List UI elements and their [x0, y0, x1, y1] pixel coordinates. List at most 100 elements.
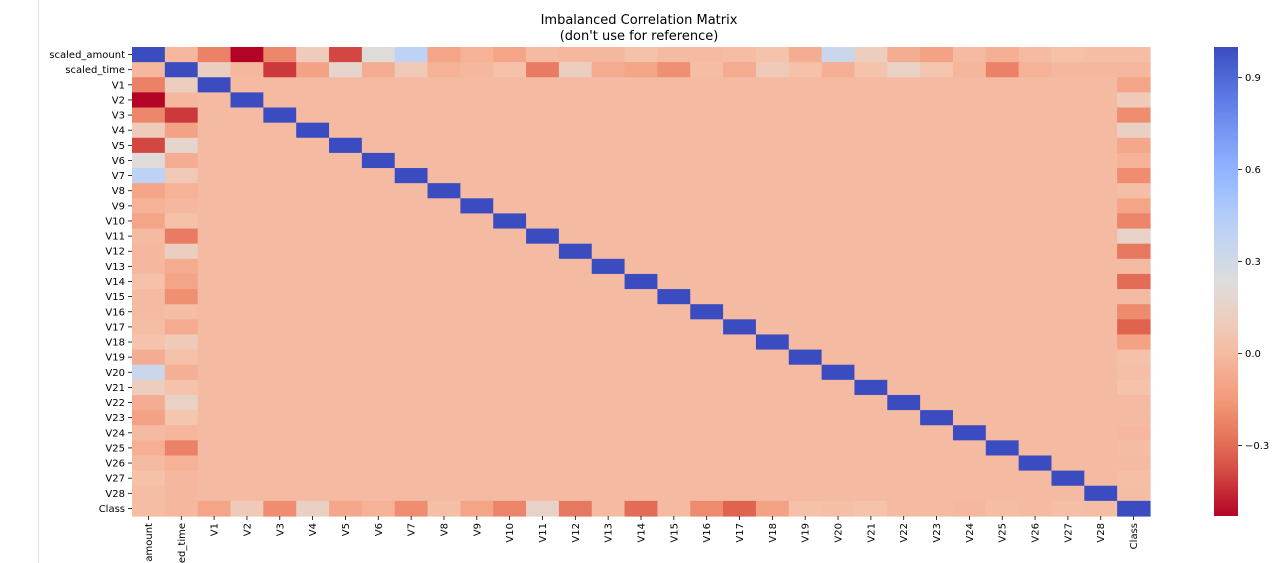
heatmap-cell-V3-V11 — [526, 107, 560, 124]
heatmap-cell-V13-V1 — [197, 258, 232, 275]
heatmap-cell-V9-V10 — [493, 198, 527, 215]
heatmap-cell-scaled_amount-V1 — [197, 47, 232, 63]
heatmap-cell-V1-scaled_time — [164, 77, 199, 93]
heatmap-cell-V3-scaled_amount — [132, 107, 166, 124]
heatmap-cell-V25-V10 — [493, 440, 527, 457]
heatmap-cell-V5-V11 — [526, 137, 560, 154]
heatmap-cell-V2-V21 — [854, 92, 888, 109]
heatmap-cell-V8-V25 — [985, 183, 1020, 199]
heatmap-cell-V14-scaled_amount — [132, 273, 166, 290]
heatmap-cell-V4-V6 — [361, 122, 396, 139]
heatmap-cell-V23-V25 — [985, 410, 1020, 426]
heatmap-cell-V7-V25 — [985, 168, 1020, 184]
heatmap-cell-V20-V2 — [230, 364, 264, 381]
heatmap-cell-V20-V17 — [723, 364, 757, 381]
heatmap-cell-Class-V17 — [723, 500, 757, 517]
heatmap-cell-V13-V22 — [887, 258, 921, 275]
colorbar-tick-label: 0.9 — [1245, 73, 1261, 84]
heatmap-cell-scaled_amount-V26 — [1018, 47, 1053, 63]
heatmap-cell-Class-V13 — [591, 500, 626, 517]
heatmap-cell-V21-V11 — [526, 379, 560, 396]
heatmap-cell-V3-V27 — [1051, 107, 1085, 124]
heatmap-cell-V25-V23 — [920, 440, 954, 457]
heatmap-cell-scaled_time-V6 — [361, 62, 396, 78]
heatmap-cell-V8-V27 — [1051, 183, 1085, 199]
heatmap-cell-V18-V27 — [1051, 334, 1085, 351]
y-tick-label: V9 — [112, 201, 125, 212]
heatmap-cell-V3-V19 — [788, 107, 823, 124]
heatmap-cell-V9-V11 — [526, 198, 560, 215]
heatmap-cell-V28-V7 — [394, 485, 429, 502]
heatmap-cell-V12-V13 — [591, 243, 626, 260]
heatmap-cell-V16-V19 — [788, 304, 823, 320]
heatmap-cell-V13-Class — [1117, 258, 1151, 275]
heatmap-cell-V1-V28 — [1084, 77, 1118, 93]
heatmap-cell-V2-V11 — [526, 92, 560, 109]
heatmap-cell-V27-V20 — [821, 470, 856, 487]
heatmap-cell-V5-V24 — [952, 137, 987, 154]
heatmap-cell-V21-V16 — [690, 379, 724, 396]
heatmap-cell-V28-V5 — [329, 485, 363, 502]
heatmap-cell-V20-V26 — [1018, 364, 1053, 381]
heatmap-cell-V7-V14 — [624, 168, 659, 184]
heatmap-cell-V26-V28 — [1084, 455, 1118, 472]
heatmap-cell-V17-V28 — [1084, 319, 1118, 336]
heatmap-cell-V3-V1 — [197, 107, 232, 124]
y-tick-label: scaled_time — [65, 65, 125, 76]
heatmap-cell-V6-V10 — [493, 152, 527, 169]
heatmap-cell-V5-V20 — [821, 137, 856, 154]
heatmap-cell-V10-V7 — [394, 213, 429, 230]
heatmap-cell-scaled_amount-V4 — [296, 47, 330, 63]
heatmap-cell-V6-V8 — [427, 152, 461, 169]
heatmap-cell-V24-V25 — [985, 425, 1020, 441]
heatmap-cell-V6-V27 — [1051, 152, 1085, 169]
heatmap-cell-V1-V18 — [755, 77, 790, 93]
x-tick-label: V1 — [210, 523, 221, 536]
heatmap-cell-V15-V21 — [854, 289, 888, 305]
heatmap-cell-V13-V21 — [854, 258, 888, 275]
heatmap-cell-V4-V10 — [493, 122, 527, 139]
heatmap-cell-V13-V11 — [526, 258, 560, 275]
heatmap-cell-V2-V9 — [460, 92, 494, 109]
heatmap-cell-scaled_amount-V17 — [723, 47, 757, 63]
heatmap-cell-scaled_time-V21 — [854, 62, 888, 78]
heatmap-cell-V6-V9 — [460, 152, 494, 169]
heatmap-cell-scaled_amount-V21 — [854, 47, 888, 63]
heatmap-cell-V11-V24 — [952, 228, 987, 245]
heatmap-cell-V8-V26 — [1018, 183, 1053, 199]
heatmap-cell-scaled_amount-Class — [1117, 47, 1151, 63]
heatmap-cell-V16-V23 — [920, 304, 954, 320]
heatmap-cell-V16-V21 — [854, 304, 888, 320]
heatmap-cell-V1-V8 — [427, 77, 461, 93]
heatmap-cell-V3-scaled_time — [164, 107, 199, 124]
heatmap-cell-V12-V16 — [690, 243, 724, 260]
heatmap-cell-V6-V6 — [361, 152, 396, 169]
heatmap-cell-V5-V27 — [1051, 137, 1085, 154]
heatmap-cell-scaled_amount-V25 — [985, 47, 1020, 63]
heatmap-cell-V28-V16 — [690, 485, 724, 502]
heatmap-cell-V27-V19 — [788, 470, 823, 487]
heatmap-cell-V2-V24 — [952, 92, 987, 109]
heatmap-cell-V13-V27 — [1051, 258, 1085, 275]
heatmap-cell-V12-Class — [1117, 243, 1151, 260]
heatmap-cell-V27-V8 — [427, 470, 461, 487]
heatmap-cell-V11-V16 — [690, 228, 724, 245]
x-tick-label: ed_time — [177, 523, 188, 563]
heatmap-cell-V1-V12 — [558, 77, 593, 93]
heatmap-cell-V27-V14 — [624, 470, 659, 487]
heatmap-cell-V10-V19 — [788, 213, 823, 230]
heatmap-cell-V5-V26 — [1018, 137, 1053, 154]
heatmap-cell-V20-Class — [1117, 364, 1151, 381]
heatmap-cell-V24-V10 — [493, 425, 527, 441]
heatmap-cell-V7-scaled_time — [164, 168, 199, 184]
heatmap-cell-V22-V3 — [263, 394, 297, 411]
heatmap-cell-V3-V13 — [591, 107, 626, 124]
heatmap-cell-V28-V9 — [460, 485, 494, 502]
heatmap-cell-V16-V24 — [952, 304, 987, 320]
heatmap-cell-V18-V1 — [197, 334, 232, 351]
heatmap-cell-V4-V14 — [624, 122, 659, 139]
heatmap-cell-V6-V26 — [1018, 152, 1053, 169]
x-tick-label: V20 — [834, 523, 845, 543]
heatmap-cell-V14-V10 — [493, 273, 527, 290]
heatmap-cell-V6-V22 — [887, 152, 921, 169]
